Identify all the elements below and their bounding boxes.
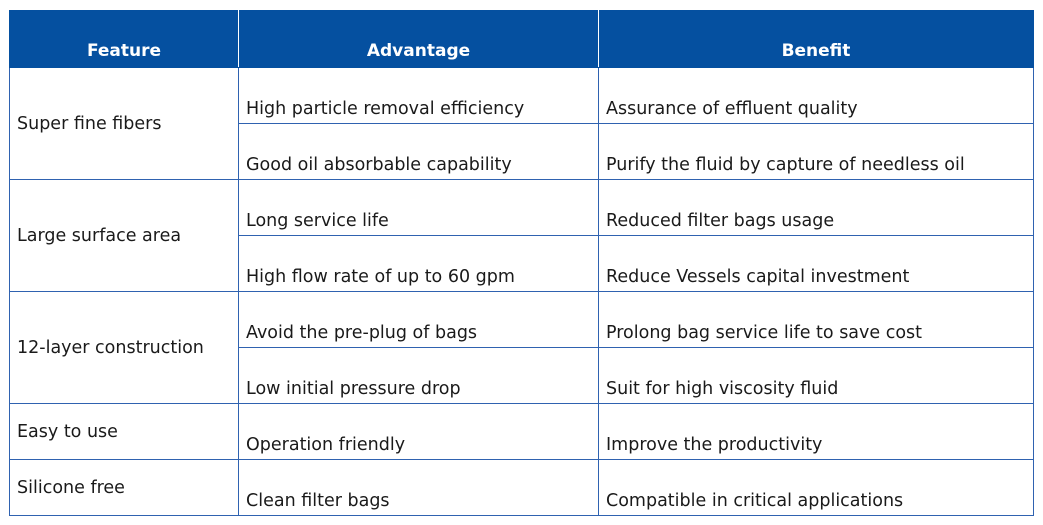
table-row: 12-layer construction Avoid the pre-plug… (9, 291, 1034, 404)
advantage-cell: Clean filter bags (238, 459, 599, 516)
feature-text: Silicone free (17, 477, 125, 498)
benefit-cell: Compatible in critical applications (598, 459, 1034, 516)
benefit-column-header: Benefit (598, 10, 1034, 68)
feature-text: Large surface area (17, 225, 182, 246)
benefit-text: Reduced filter bags usage (606, 211, 835, 231)
benefit-cell: Purify the fluid by capture of needless … (598, 123, 1034, 180)
feature-header-label: Feature (86, 41, 162, 61)
advantage-text: Good oil absorbable capability (246, 155, 512, 175)
advantage-cell: Long service life (238, 179, 599, 236)
feature-cell: Super fine fibers (9, 67, 239, 180)
benefit-text: Purify the fluid by capture of needless … (606, 155, 965, 175)
advantage-cell: Avoid the pre-plug of bags (238, 291, 599, 348)
benefit-cell: Suit for high viscosity fluid (598, 347, 1034, 404)
benefit-cell: Prolong bag service life to save cost (598, 291, 1034, 348)
feature-cell: Large surface area (9, 179, 239, 292)
benefit-cell: Assurance of effluent quality (598, 67, 1034, 124)
advantage-text: High particle removal efficiency (246, 99, 525, 119)
table-row: High flow rate of up to 60 gpm Reduce Ve… (10, 235, 1034, 292)
benefit-text: Prolong bag service life to save cost (606, 323, 923, 343)
table-row: Low initial pressure drop Suit for high … (10, 347, 1034, 404)
benefit-text: Reduce Vessels capital investment (606, 267, 910, 287)
benefit-text: Compatible in critical applications (606, 491, 904, 511)
advantage-cell: Operation friendly (238, 403, 599, 460)
advantage-column-header: Advantage (238, 10, 599, 68)
benefit-text: Improve the productivity (606, 435, 823, 455)
advantage-text: Clean filter bags (246, 491, 390, 511)
benefit-header-label: Benefit (781, 41, 851, 61)
feature-text: 12-layer construction (17, 337, 204, 358)
table-header-row: Feature Advantage Benefit (9, 10, 1034, 68)
table-row: Easy to use Operation friendly Improve t… (9, 403, 1034, 460)
feature-text: Easy to use (17, 421, 118, 442)
benefit-text: Assurance of effluent quality (606, 99, 858, 119)
table-row: Silicone free Clean filter bags Compatib… (9, 459, 1034, 516)
feature-cell: Silicone free (9, 459, 239, 516)
advantage-text: Avoid the pre-plug of bags (246, 323, 478, 343)
advantage-text: Low initial pressure drop (246, 379, 461, 399)
feature-cell: 12-layer construction (9, 291, 239, 404)
feature-text: Super fine fibers (17, 113, 162, 134)
benefit-text: Suit for high viscosity fluid (606, 379, 839, 399)
table-row: Good oil absorbable capability Purify th… (10, 123, 1034, 180)
benefit-cell: Reduce Vessels capital investment (598, 235, 1034, 292)
benefit-cell: Improve the productivity (598, 403, 1034, 460)
feature-column-header: Feature (9, 10, 239, 68)
advantage-cell: Good oil absorbable capability (238, 123, 599, 180)
advantage-cell: Low initial pressure drop (238, 347, 599, 404)
advantage-header-label: Advantage (366, 41, 471, 61)
advantage-cell: High particle removal efficiency (238, 67, 599, 124)
advantage-text: Operation friendly (246, 435, 406, 455)
benefit-cell: Reduced filter bags usage (598, 179, 1034, 236)
table-row: Super fine fibers High particle removal … (9, 67, 1034, 180)
advantage-cell: High flow rate of up to 60 gpm (238, 235, 599, 292)
feature-advantage-benefit-table: Feature Advantage Benefit Super fine fib… (9, 10, 1034, 516)
advantage-text: Long service life (246, 211, 389, 231)
feature-cell: Easy to use (9, 403, 239, 460)
table-row: Large surface area Long service life Red… (9, 179, 1034, 292)
advantage-text: High flow rate of up to 60 gpm (246, 267, 515, 287)
